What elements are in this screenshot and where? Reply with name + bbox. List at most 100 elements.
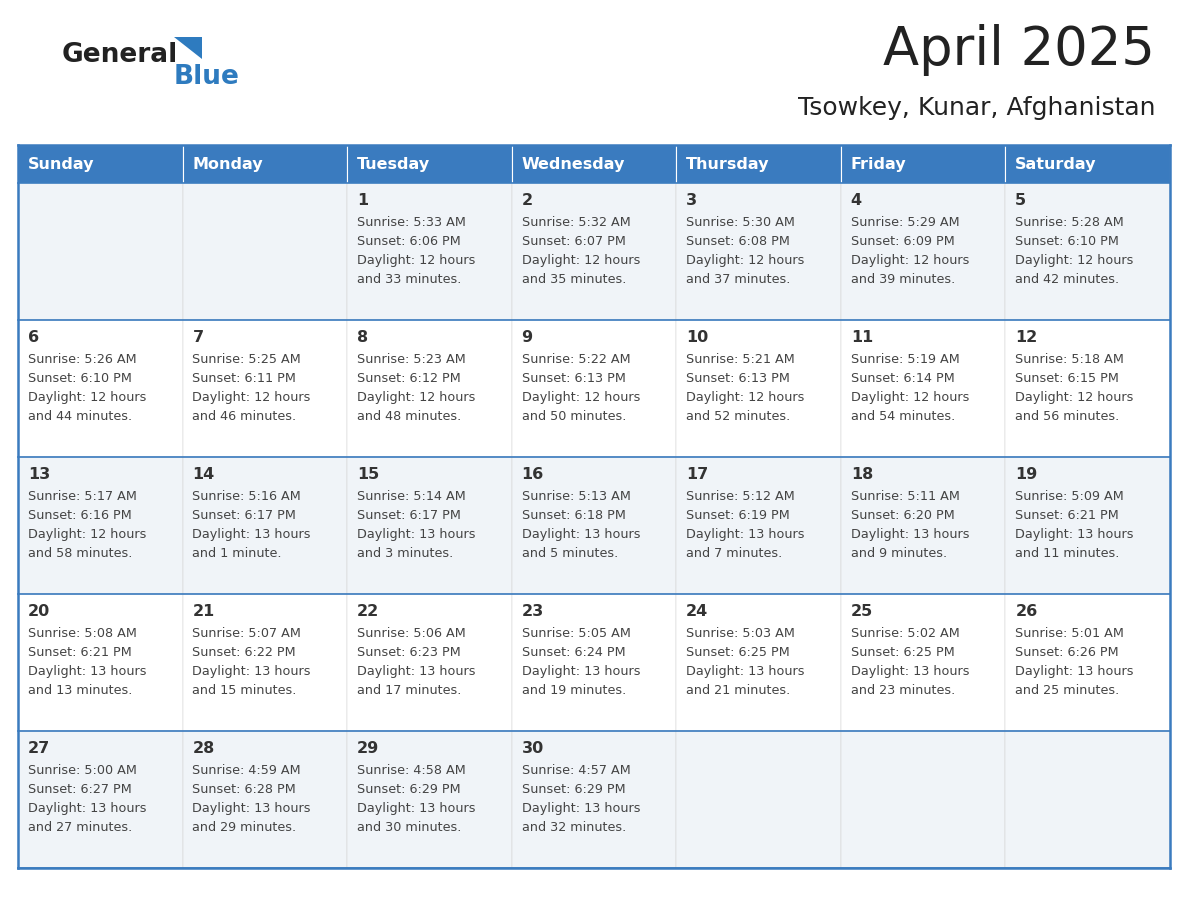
Text: and 11 minutes.: and 11 minutes. <box>1016 547 1119 560</box>
Bar <box>1005 145 1170 183</box>
Text: Sunset: 6:16 PM: Sunset: 6:16 PM <box>27 509 132 522</box>
Text: Daylight: 13 hours: Daylight: 13 hours <box>522 802 640 815</box>
Text: 26: 26 <box>1016 604 1037 619</box>
Text: General: General <box>62 42 178 68</box>
Bar <box>347 183 512 320</box>
Text: Sunset: 6:14 PM: Sunset: 6:14 PM <box>851 372 954 385</box>
Bar <box>841 320 1005 457</box>
Bar <box>183 145 347 183</box>
Text: Sunrise: 5:29 AM: Sunrise: 5:29 AM <box>851 216 960 229</box>
Text: Daylight: 12 hours: Daylight: 12 hours <box>1016 391 1133 404</box>
Bar <box>512 320 676 457</box>
Text: and 46 minutes.: and 46 minutes. <box>192 410 297 423</box>
Text: Daylight: 13 hours: Daylight: 13 hours <box>192 528 311 541</box>
Text: and 50 minutes.: and 50 minutes. <box>522 410 626 423</box>
Text: Daylight: 13 hours: Daylight: 13 hours <box>358 665 475 678</box>
Text: 14: 14 <box>192 467 215 482</box>
Text: Daylight: 12 hours: Daylight: 12 hours <box>358 254 475 267</box>
Bar <box>18 145 183 183</box>
Text: Sunset: 6:10 PM: Sunset: 6:10 PM <box>27 372 132 385</box>
Text: Sunrise: 5:18 AM: Sunrise: 5:18 AM <box>1016 353 1124 366</box>
Text: Sunrise: 5:09 AM: Sunrise: 5:09 AM <box>1016 490 1124 503</box>
Text: and 9 minutes.: and 9 minutes. <box>851 547 947 560</box>
Bar <box>841 145 1005 183</box>
Text: 13: 13 <box>27 467 50 482</box>
Text: Monday: Monday <box>192 156 263 172</box>
Text: Sunrise: 5:14 AM: Sunrise: 5:14 AM <box>358 490 466 503</box>
Text: and 52 minutes.: and 52 minutes. <box>687 410 790 423</box>
Text: Sunday: Sunday <box>27 156 94 172</box>
Text: 7: 7 <box>192 330 203 345</box>
Bar <box>183 320 347 457</box>
Bar <box>512 183 676 320</box>
Text: Sunset: 6:15 PM: Sunset: 6:15 PM <box>1016 372 1119 385</box>
Text: Daylight: 12 hours: Daylight: 12 hours <box>358 391 475 404</box>
Text: Sunrise: 5:21 AM: Sunrise: 5:21 AM <box>687 353 795 366</box>
Text: and 29 minutes.: and 29 minutes. <box>192 821 297 834</box>
Text: Sunset: 6:17 PM: Sunset: 6:17 PM <box>358 509 461 522</box>
Text: 15: 15 <box>358 467 379 482</box>
Text: Sunrise: 5:07 AM: Sunrise: 5:07 AM <box>192 627 302 640</box>
Bar <box>347 457 512 594</box>
Text: 6: 6 <box>27 330 39 345</box>
Text: Daylight: 13 hours: Daylight: 13 hours <box>851 528 969 541</box>
Text: Sunset: 6:22 PM: Sunset: 6:22 PM <box>192 646 296 659</box>
Bar <box>512 731 676 868</box>
Text: Sunrise: 5:19 AM: Sunrise: 5:19 AM <box>851 353 960 366</box>
Text: 21: 21 <box>192 604 215 619</box>
Text: 24: 24 <box>687 604 708 619</box>
Text: and 25 minutes.: and 25 minutes. <box>1016 684 1119 697</box>
Text: Sunrise: 5:26 AM: Sunrise: 5:26 AM <box>27 353 137 366</box>
Text: Sunrise: 5:32 AM: Sunrise: 5:32 AM <box>522 216 631 229</box>
Text: Sunrise: 5:06 AM: Sunrise: 5:06 AM <box>358 627 466 640</box>
Text: Daylight: 13 hours: Daylight: 13 hours <box>851 665 969 678</box>
Text: Sunrise: 5:11 AM: Sunrise: 5:11 AM <box>851 490 960 503</box>
Text: Daylight: 13 hours: Daylight: 13 hours <box>522 665 640 678</box>
Bar <box>676 145 841 183</box>
Text: 1: 1 <box>358 193 368 208</box>
Text: Saturday: Saturday <box>1016 156 1097 172</box>
Text: Sunrise: 4:59 AM: Sunrise: 4:59 AM <box>192 764 301 777</box>
Text: Sunrise: 5:12 AM: Sunrise: 5:12 AM <box>687 490 795 503</box>
Bar <box>841 183 1005 320</box>
Text: Wednesday: Wednesday <box>522 156 625 172</box>
Bar <box>512 594 676 731</box>
Text: Daylight: 13 hours: Daylight: 13 hours <box>687 528 804 541</box>
Text: and 42 minutes.: and 42 minutes. <box>1016 273 1119 286</box>
Text: Sunrise: 5:16 AM: Sunrise: 5:16 AM <box>192 490 302 503</box>
Text: Sunrise: 5:02 AM: Sunrise: 5:02 AM <box>851 627 960 640</box>
Text: and 54 minutes.: and 54 minutes. <box>851 410 955 423</box>
Text: and 7 minutes.: and 7 minutes. <box>687 547 783 560</box>
Text: Sunset: 6:10 PM: Sunset: 6:10 PM <box>1016 235 1119 248</box>
Text: and 5 minutes.: and 5 minutes. <box>522 547 618 560</box>
Text: Blue: Blue <box>173 64 240 90</box>
Text: 19: 19 <box>1016 467 1037 482</box>
Text: Daylight: 12 hours: Daylight: 12 hours <box>522 254 640 267</box>
Text: Thursday: Thursday <box>687 156 770 172</box>
Bar <box>676 457 841 594</box>
Text: Daylight: 12 hours: Daylight: 12 hours <box>1016 254 1133 267</box>
Text: Sunrise: 5:03 AM: Sunrise: 5:03 AM <box>687 627 795 640</box>
Text: Tuesday: Tuesday <box>358 156 430 172</box>
Text: Sunset: 6:29 PM: Sunset: 6:29 PM <box>522 783 625 796</box>
Text: and 58 minutes.: and 58 minutes. <box>27 547 132 560</box>
Text: Sunrise: 5:28 AM: Sunrise: 5:28 AM <box>1016 216 1124 229</box>
Text: and 39 minutes.: and 39 minutes. <box>851 273 955 286</box>
Text: Sunset: 6:13 PM: Sunset: 6:13 PM <box>522 372 625 385</box>
Text: and 44 minutes.: and 44 minutes. <box>27 410 132 423</box>
Text: Sunset: 6:18 PM: Sunset: 6:18 PM <box>522 509 625 522</box>
Bar <box>676 594 841 731</box>
Text: 27: 27 <box>27 741 50 756</box>
Text: 18: 18 <box>851 467 873 482</box>
Text: Sunset: 6:29 PM: Sunset: 6:29 PM <box>358 783 461 796</box>
Text: Sunset: 6:12 PM: Sunset: 6:12 PM <box>358 372 461 385</box>
Text: and 1 minute.: and 1 minute. <box>192 547 282 560</box>
Text: 17: 17 <box>687 467 708 482</box>
Text: Daylight: 13 hours: Daylight: 13 hours <box>687 665 804 678</box>
Text: Tsowkey, Kunar, Afghanistan: Tsowkey, Kunar, Afghanistan <box>797 96 1155 120</box>
Text: Daylight: 12 hours: Daylight: 12 hours <box>522 391 640 404</box>
Bar <box>676 320 841 457</box>
Text: Daylight: 13 hours: Daylight: 13 hours <box>358 528 475 541</box>
Text: Sunset: 6:20 PM: Sunset: 6:20 PM <box>851 509 954 522</box>
Bar <box>18 594 183 731</box>
